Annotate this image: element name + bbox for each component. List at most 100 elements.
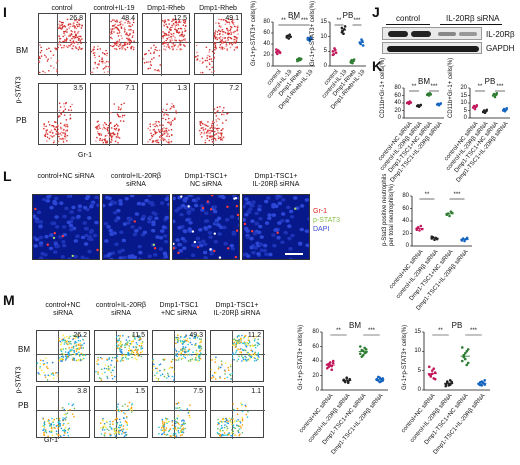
event-dot: [60, 134, 63, 136]
event-dot: [71, 346, 73, 349]
event-dot: [174, 348, 176, 350]
event-dot: [173, 106, 175, 108]
event-dot: [73, 415, 75, 418]
event-dot: [210, 368, 213, 371]
y-tick-label: 0: [463, 115, 467, 121]
event-dot: [177, 430, 180, 432]
event-dot: [67, 422, 69, 425]
event-dot: [69, 353, 71, 356]
event-dot: [231, 20, 233, 23]
event-dot: [99, 127, 101, 130]
event-dot: [110, 31, 112, 34]
event-dot: [43, 422, 46, 424]
event-dot: [207, 121, 209, 123]
event-dot: [110, 36, 112, 39]
event-dot: [237, 33, 239, 35]
event-dot: [182, 422, 185, 425]
event-dot: [106, 358, 108, 361]
event-dot: [57, 427, 60, 430]
dapi-nucleus: [137, 226, 143, 230]
event-dot: [172, 43, 175, 45]
event-dot: [185, 351, 188, 353]
event-dot: [177, 32, 180, 34]
event-dot: [73, 27, 76, 29]
event-dot: [105, 60, 108, 63]
gr1-cell: [196, 246, 200, 249]
flow-group-title: Dmp1-Rheb: [147, 5, 185, 12]
data-point: [478, 383, 482, 387]
event-dot: [57, 46, 60, 49]
event-dot: [158, 55, 161, 57]
event-dot: [57, 114, 60, 117]
flow-group-title: Dmp1-TSC1+ IL-20Rβ siRNA: [213, 302, 261, 317]
event-dot: [68, 427, 71, 430]
dapi-nucleus: [110, 251, 116, 255]
event-dot: [57, 375, 59, 377]
event-dot: [155, 377, 158, 379]
event-dot: [165, 419, 167, 421]
dapi-nucleus: [267, 216, 272, 221]
event-dot: [96, 63, 99, 66]
event-dot: [173, 118, 176, 121]
dapi-nucleus: [179, 212, 184, 217]
event-dot: [75, 47, 77, 49]
data-point: [466, 361, 470, 365]
event-dot: [122, 24, 124, 26]
event-dot: [57, 27, 60, 29]
y-tick-label: 10: [414, 348, 421, 355]
data-point: [416, 225, 420, 229]
event-dot: [199, 352, 202, 354]
event-dot: [187, 412, 190, 414]
event-dot: [126, 22, 129, 25]
event-dot: [221, 132, 223, 134]
event-dot: [47, 367, 49, 370]
event-dot: [154, 122, 157, 125]
event-dot: [143, 62, 146, 64]
chart-title: BM: [288, 11, 300, 20]
dapi-nucleus: [181, 203, 186, 208]
y-tick-label: 15: [320, 19, 327, 25]
event-dot: [96, 120, 99, 123]
event-dot: [220, 138, 223, 141]
event-dot: [212, 127, 214, 129]
event-dot: [160, 139, 162, 141]
event-dot: [68, 337, 70, 340]
event-dot: [220, 40, 223, 42]
event-dot: [233, 41, 236, 43]
gate-vertical-line: [57, 14, 59, 76]
event-dot: [80, 48, 82, 50]
event-dot: [124, 41, 126, 44]
event-dot: [112, 423, 114, 425]
dapi-nucleus: [287, 236, 292, 241]
gr1-cell: [96, 248, 99, 252]
event-dot: [221, 30, 223, 32]
event-dot: [224, 420, 226, 423]
data-point: [360, 355, 364, 358]
event-dot: [63, 431, 66, 433]
event-dot: [220, 421, 223, 423]
event-dot: [178, 431, 180, 434]
chart-ylabel: Gr-1+p-STAT3+ cells(%): [402, 324, 408, 390]
event-dot: [74, 337, 77, 339]
event-dot: [57, 434, 59, 436]
dapi-nucleus: [266, 196, 271, 200]
event-dot: [63, 353, 65, 356]
chart-title: PB: [451, 321, 463, 330]
event-dot: [46, 420, 49, 423]
event-dot: [253, 354, 256, 356]
event-dot: [211, 129, 213, 132]
event-dot: [111, 135, 114, 137]
event-dot: [248, 340, 251, 342]
blot-header-line-1: [386, 24, 430, 25]
event-dot: [164, 118, 167, 121]
event-dot: [214, 36, 217, 38]
dapi-nucleus: [190, 207, 195, 212]
event-dot: [128, 345, 131, 347]
dapi-nucleus: [150, 228, 156, 233]
event-dot: [136, 351, 138, 354]
event-dot: [176, 402, 179, 405]
event-dot: [65, 119, 68, 121]
dapi-nucleus: [190, 253, 196, 258]
event-dot: [130, 340, 133, 343]
event-dot: [58, 417, 61, 420]
